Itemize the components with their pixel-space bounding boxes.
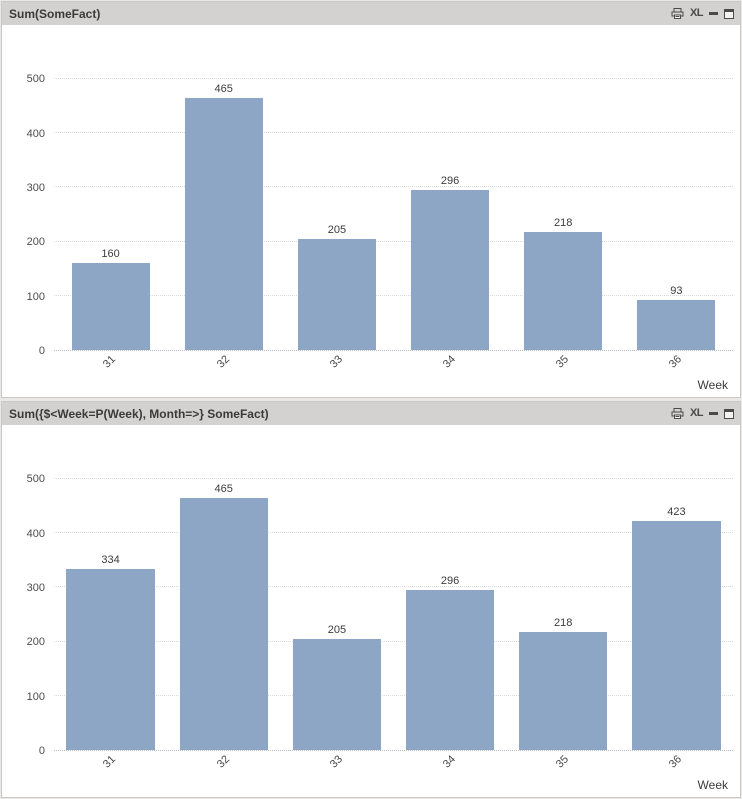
bar-slot: 296	[394, 452, 507, 750]
bar-week-31[interactable]	[71, 263, 150, 350]
y-tick-label: 500	[26, 473, 45, 486]
bar-slot: 334	[54, 452, 167, 750]
bar-value-label: 218	[554, 216, 573, 229]
bar-week-33[interactable]	[292, 638, 382, 750]
bar-value-label: 465	[214, 483, 233, 496]
maximize-icon[interactable]	[724, 408, 734, 419]
bar-week-34[interactable]	[405, 589, 495, 750]
bar-slot: 296	[394, 52, 507, 350]
x-tick-label: 35	[553, 753, 572, 771]
bar-week-32[interactable]	[179, 498, 268, 750]
bar-value-label: 296	[440, 574, 460, 587]
x-tick-label: 35	[553, 353, 572, 371]
minimize-icon[interactable]	[709, 412, 718, 415]
y-tick-label: 0	[38, 345, 45, 357]
chart-2-caption-bar[interactable]: Sum({$<Week=P(Week), Month=>} SomeFact) …	[2, 402, 740, 425]
chart-1-caption-bar[interactable]: Sum(SomeFact) XL	[2, 2, 740, 25]
chart-window-2: Sum({$<Week=P(Week), Month=>} SomeFact) …	[1, 401, 741, 798]
chart-1-title: Sum(SomeFact)	[9, 6, 101, 21]
chart-2-caption-icons: XL	[671, 407, 734, 420]
bar-value-label: 423	[667, 505, 686, 518]
chart-2-x-axis-title: Week	[697, 778, 728, 792]
y-tick-label: 200	[26, 636, 45, 649]
print-icon[interactable]	[671, 7, 684, 20]
bar-slot: 465	[167, 52, 280, 350]
bar-week-34[interactable]	[411, 189, 490, 350]
gridline	[54, 186, 733, 188]
y-tick-label: 200	[26, 236, 45, 249]
x-tick-label: 33	[327, 753, 345, 771]
gridline	[54, 78, 733, 80]
bar-week-36[interactable]	[632, 520, 721, 750]
bar-week-32[interactable]	[184, 98, 263, 350]
bar-value-label: 218	[554, 616, 573, 629]
bar-slot: 93	[620, 52, 733, 350]
bar-week-36[interactable]	[637, 299, 716, 350]
x-tick-label: 34	[440, 753, 458, 771]
excel-export-icon[interactable]: XL	[689, 407, 704, 419]
excel-export-icon[interactable]: XL	[689, 7, 704, 19]
gridline	[54, 132, 733, 134]
x-tick-label: 36	[667, 353, 685, 371]
gridline	[54, 294, 733, 296]
bar-slot: 218	[507, 452, 620, 750]
bar-slot: 218	[507, 52, 620, 350]
gridline	[54, 240, 733, 242]
bar-slot: 160	[54, 52, 167, 350]
y-tick-label: 400	[26, 127, 45, 140]
y-tick-label: 300	[26, 581, 45, 594]
gridline	[54, 694, 733, 696]
y-tick-label: 0	[38, 745, 45, 757]
bar-value-label: 93	[670, 284, 683, 297]
y-tick-label: 300	[26, 181, 45, 194]
x-tick-label: 36	[667, 753, 685, 771]
y-tick-label: 100	[26, 690, 45, 703]
bar-week-35[interactable]	[524, 231, 603, 350]
bar-slot: 205	[280, 452, 393, 750]
bar-value-label: 334	[101, 554, 120, 567]
x-tick-label: 32	[214, 353, 232, 371]
maximize-icon[interactable]	[724, 8, 734, 19]
chart-1-caption-icons: XL	[671, 7, 734, 20]
chart-2-x-axis: 31 32 33 34 35 36	[54, 751, 733, 775]
x-tick-label: 34	[440, 353, 458, 371]
x-tick-label: 32	[214, 753, 232, 771]
print-icon[interactable]	[671, 407, 684, 420]
minimize-icon[interactable]	[709, 12, 718, 15]
y-tick-label: 400	[26, 527, 45, 540]
chart-2-title: Sum({$<Week=P(Week), Month=>} SomeFact)	[9, 406, 269, 421]
bar-week-35[interactable]	[519, 631, 608, 750]
x-tick-label: 31	[101, 753, 119, 771]
chart-2-body: 0 100 200 300 400 500 334 465 205 296 218 423 31 32…	[2, 425, 740, 797]
gridline	[54, 478, 733, 480]
gridline	[54, 586, 733, 588]
bar-value-label: 296	[440, 174, 460, 187]
chart-1-y-axis: 0 100 200 300 400 500	[2, 52, 54, 357]
y-tick-label: 500	[26, 73, 45, 86]
bar-value-label: 205	[327, 623, 347, 636]
chart-1-x-axis-title: Week	[697, 378, 728, 392]
bar-slot: 423	[620, 452, 733, 750]
gridline	[54, 640, 733, 642]
chart-1-body: 0 100 200 300 400 500 160 465 205 296 218 93 31 32 3…	[2, 25, 740, 397]
y-tick-label: 100	[26, 290, 45, 303]
bar-slot: 205	[280, 52, 393, 350]
x-tick-label: 33	[327, 353, 345, 371]
chart-window-1: Sum(SomeFact) XL 0 100 200 300 400 500 160 465…	[1, 1, 741, 398]
x-tick-label: 31	[101, 353, 119, 371]
bar-slot: 465	[167, 452, 280, 750]
bar-value-label: 160	[101, 248, 120, 261]
bar-week-31[interactable]	[66, 569, 155, 750]
gridline	[54, 532, 733, 534]
bar-value-label: 205	[327, 223, 347, 236]
chart-1-x-axis: 31 32 33 34 35 36	[54, 351, 733, 375]
bar-week-33[interactable]	[297, 238, 376, 350]
chart-1-plot-area: 160 465 205 296 218 93	[54, 52, 733, 351]
bar-value-label: 465	[214, 83, 233, 96]
chart-2-plot-area: 334 465 205 296 218 423	[54, 452, 733, 751]
chart-2-y-axis: 0 100 200 300 400 500	[2, 452, 54, 757]
